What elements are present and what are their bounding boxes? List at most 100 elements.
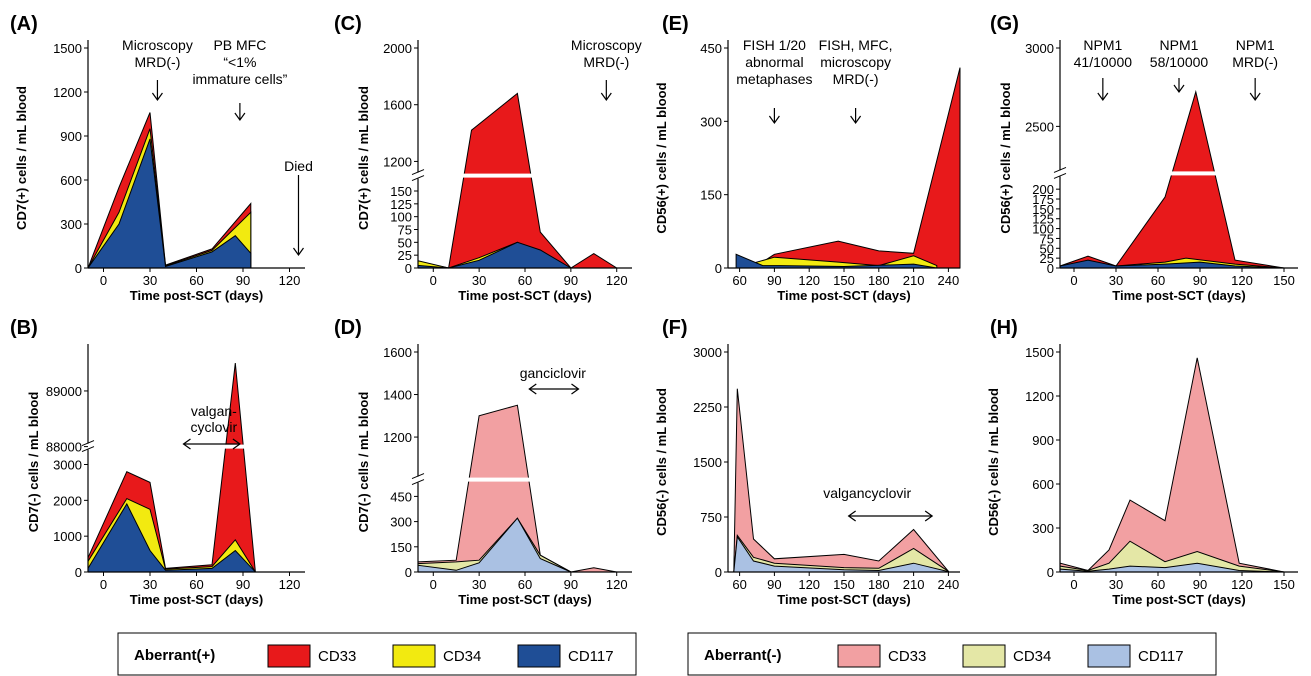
- y-tick-label: 125: [390, 197, 412, 212]
- annotation-text: NPM1: [1236, 37, 1275, 53]
- y-tick-label: 300: [1032, 521, 1054, 536]
- x-tick-label: 60: [518, 273, 532, 288]
- x-axis-title: Time post-SCT (days): [458, 592, 591, 607]
- chart-panel-6: 60 90 120 150 180 210 240 0 750 1500 2250 3000 Time …: [654, 317, 960, 607]
- y-tick-label: 2500: [1025, 119, 1054, 134]
- y-tick-label: 100: [1032, 222, 1054, 237]
- chart-panel-3: 0 30 60 90 1200255075100125150120016002000Ti…: [334, 13, 642, 303]
- axis-break-mark: [411, 473, 425, 480]
- legend-swatch-cd33: [267, 644, 311, 668]
- x-tick-label: 90: [1193, 273, 1207, 288]
- y-axis-title: CD56(+) cells / mL blood: [654, 82, 669, 233]
- arrow-head: [571, 383, 580, 395]
- x-tick-label: 30: [143, 577, 157, 592]
- axis-break-band: [88, 444, 305, 449]
- y-tick-label: 150: [1032, 202, 1054, 217]
- arrow-head: [1249, 92, 1261, 102]
- y-tick-label: 750: [700, 510, 722, 525]
- chart-panel-7: 0 30 60 90 120 150025507510012515017520025003…: [990, 13, 1298, 303]
- annotation-text: valgan-: [191, 403, 237, 419]
- x-tick-label: 60: [732, 577, 746, 592]
- panel-label: (F): [662, 317, 688, 339]
- annotation-text: NPM1: [1160, 37, 1199, 53]
- annotation-text: PB MFC: [213, 37, 266, 53]
- legend-label: CD34: [1013, 648, 1051, 665]
- y-tick-label: 150: [390, 184, 412, 199]
- y-tick-label: 75: [1040, 231, 1054, 246]
- y-tick-label: 0: [75, 261, 82, 276]
- x-tick-label: 0: [430, 273, 437, 288]
- y-tick-label: 1600: [383, 345, 412, 360]
- x-tick-label: 60: [732, 273, 746, 288]
- x-tick-label: 0: [1070, 273, 1077, 288]
- x-axis-title: Time post-SCT (days): [777, 288, 910, 303]
- y-tick-label: 175: [1032, 192, 1054, 207]
- y-tick-label: 2000: [53, 493, 82, 508]
- x-tick-label: 30: [1109, 273, 1123, 288]
- y-tick-label: 900: [60, 129, 82, 144]
- annotation-text: MRD(-): [135, 54, 181, 70]
- x-tick-label: 120: [606, 577, 628, 592]
- axis-break-gap: [1054, 170, 1066, 177]
- y-tick-label: 1200: [1025, 389, 1054, 404]
- y-tick-label: 1200: [53, 85, 82, 100]
- y-tick-label: 0: [405, 261, 412, 276]
- arrow-head: [924, 510, 934, 522]
- x-tick-label: 60: [518, 577, 532, 592]
- area-series-cd117: [1059, 259, 1285, 269]
- y-tick-label: 1600: [383, 98, 412, 113]
- y-tick-label: 150: [700, 188, 722, 203]
- y-axis-title: CD7(-) cells / mL blood: [26, 392, 41, 533]
- y-axis-title: CD56(-) cells / mL blood: [654, 388, 669, 536]
- annotation-text: Microscopy: [122, 37, 193, 53]
- area-series-cd117: [417, 517, 572, 573]
- x-tick-label: 150: [1273, 273, 1295, 288]
- x-tick-label: 120: [1231, 577, 1253, 592]
- x-tick-label: 150: [833, 577, 855, 592]
- axis-break-mark: [411, 169, 425, 176]
- y-tick-label: 450: [390, 489, 412, 504]
- x-tick-label: 60: [189, 273, 203, 288]
- area-series-cd117: [87, 138, 252, 269]
- y-tick-label: 150: [390, 540, 412, 555]
- y-tick-label: 1500: [693, 455, 722, 470]
- y-tick-label: 450: [700, 41, 722, 56]
- panel-label: (A): [10, 13, 38, 35]
- y-tick-label: 200: [1032, 182, 1054, 197]
- annotation-text: FISH, MFC,: [819, 37, 893, 53]
- annotation-text: abnormal: [745, 54, 803, 70]
- y-tick-label: 0: [715, 565, 722, 580]
- x-tick-label: 0: [100, 577, 107, 592]
- annotation-text: 58/10000: [1150, 54, 1209, 70]
- y-tick-label: 1000: [53, 529, 82, 544]
- annotation-text: MRD(-): [583, 54, 629, 70]
- x-tick-label: 90: [767, 577, 781, 592]
- arrow-head: [600, 92, 612, 102]
- y-tick-label: 75: [398, 223, 412, 238]
- x-tick-label: 90: [564, 273, 578, 288]
- axis-break-mark: [81, 440, 95, 447]
- annotation-text: MRD(-): [833, 71, 879, 87]
- panel-label: (H): [990, 317, 1018, 339]
- y-tick-label: 600: [1032, 477, 1054, 492]
- annotation-text: Died: [284, 158, 313, 174]
- annotation-text: 41/10000: [1074, 54, 1133, 70]
- annotation-text: MRD(-): [1232, 54, 1278, 70]
- legend-title: Aberrant(+): [134, 647, 215, 664]
- x-tick-label: 30: [143, 273, 157, 288]
- legend-box-2: Aberrant(-) CD33 CD34 CD117: [687, 632, 1217, 676]
- axis-break-mark: [411, 479, 425, 486]
- legend-box-1: Aberrant(+) CD33 CD34 CD117: [117, 632, 637, 676]
- x-tick-label: 150: [833, 273, 855, 288]
- arrow-head: [528, 383, 537, 395]
- chart-panel-2: 0 30 60 90 120 0 1000 2000 3000 88000 89000 Time po…: [10, 317, 305, 607]
- y-tick-label: 300: [700, 114, 722, 129]
- area-series-cd117: [417, 241, 573, 269]
- legend-swatch-cd33: [837, 644, 881, 668]
- annotation-text: valgancyclovir: [823, 485, 911, 501]
- x-tick-label: 90: [236, 577, 250, 592]
- area-series-cd117: [87, 502, 257, 573]
